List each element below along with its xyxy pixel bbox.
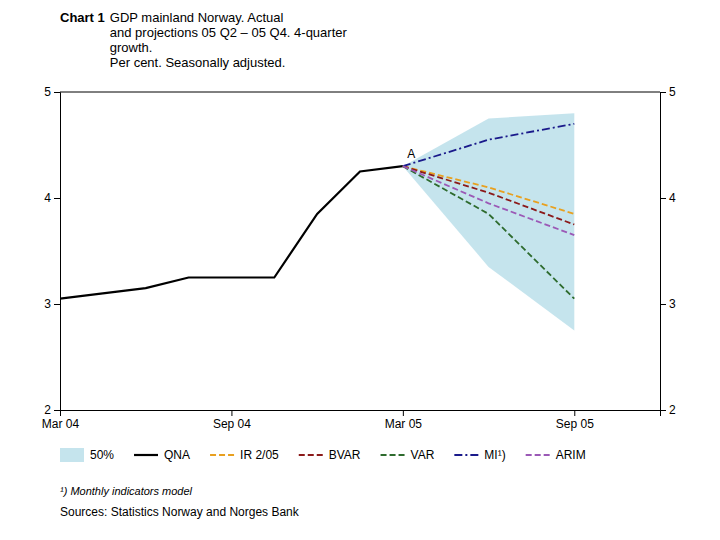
x-tick-label: Sep 05: [556, 417, 594, 431]
legend-swatch: [454, 454, 478, 456]
subtitle: GDP mainland Norway. Actualand projectio…: [110, 10, 348, 70]
y-right-tick-label: 5: [669, 85, 676, 99]
x-tick-label: Sep 04: [213, 417, 251, 431]
y-tick-mark: [54, 92, 60, 93]
annotation: A: [407, 147, 415, 161]
legend-swatch: [60, 448, 84, 462]
x-tick: Sep 05: [556, 410, 594, 431]
x-tick: Mar 05: [385, 410, 423, 431]
legend-item: MI¹): [454, 448, 505, 462]
y-right-tick-label: 3: [669, 297, 676, 311]
legend-swatch: [381, 454, 405, 456]
legend-label: MI¹): [484, 448, 505, 462]
chart: Chart 1 GDP mainland Norway. Actualand pr…: [0, 0, 720, 540]
y-right-tick-mark: [660, 198, 666, 199]
legend-swatch: [134, 454, 158, 456]
y-axis-right: 2 3 4 5: [660, 85, 676, 417]
x-tick-label: Mar 05: [385, 417, 423, 431]
y-right-axis-line: [661, 93, 667, 411]
x-tick-mark: [403, 410, 404, 416]
y-right-tick: 3: [660, 297, 676, 311]
y-tick-mark: [54, 304, 60, 305]
y-axis: 2 3 4 5: [44, 85, 60, 417]
legend-label: IR 2/05: [240, 448, 279, 462]
x-tick: Sep 04: [213, 410, 251, 431]
y-tick-mark: [54, 198, 60, 199]
y-right-tick-label: 2: [669, 403, 676, 417]
legend-swatch: [210, 454, 234, 456]
y-tick-label: 3: [44, 297, 51, 311]
top-rule: [60, 92, 660, 93]
y-tick: 3: [44, 297, 60, 311]
footnote: ¹) Monthly indicators model: [60, 485, 193, 497]
y-axis-line: [54, 93, 61, 411]
y-right-tick-mark: [660, 304, 666, 305]
legend-item: VAR: [381, 448, 435, 462]
x-tick-mark: [574, 410, 575, 416]
legend: 50% QNA IR 2/05 BVAR VAR MI¹) ARIM: [60, 448, 586, 462]
series-line: [403, 124, 574, 166]
y-tick: 5: [44, 85, 60, 99]
series-line: [403, 166, 574, 224]
legend-item: BVAR: [299, 448, 361, 462]
y-right-tick: 2: [660, 403, 676, 417]
x-axis: Mar 04 Sep 04 Mar 05 Sep 05: [42, 410, 661, 431]
legend-label: VAR: [411, 448, 435, 462]
legend-label: BVAR: [329, 448, 361, 462]
y-tick: 4: [44, 191, 60, 205]
legend-swatch: [299, 454, 323, 456]
y-tick: 2: [44, 403, 60, 417]
plot-area: [60, 113, 574, 330]
y-right-tick: 4: [660, 191, 676, 205]
series-line: [403, 166, 574, 299]
legend-swatch: [526, 454, 550, 456]
y-tick-mark: [54, 410, 60, 411]
y-tick-label: 4: [44, 191, 51, 205]
series-line: [403, 166, 574, 235]
x-tick-mark: [231, 410, 232, 416]
y-right-tick: 5: [660, 85, 676, 99]
x-axis-line: [61, 411, 661, 417]
legend-item: ARIM: [526, 448, 586, 462]
series-line: [60, 166, 403, 299]
y-tick-label: 2: [44, 403, 51, 417]
legend-label: ARIM: [556, 448, 586, 462]
y-tick-label: 5: [44, 85, 51, 99]
fan-area: [403, 113, 574, 330]
title: Chart 1: [60, 10, 105, 25]
legend-item: QNA: [134, 448, 190, 462]
y-right-tick-label: 4: [669, 191, 676, 205]
y-right-tick-mark: [660, 92, 666, 93]
series-line: [403, 166, 574, 214]
legend-item: IR 2/05: [210, 448, 279, 462]
legend-label: QNA: [164, 448, 190, 462]
legend-item: 50%: [60, 448, 114, 462]
x-tick-label: Mar 04: [42, 417, 80, 431]
y-right-tick-mark: [660, 410, 666, 411]
legend-label: 50%: [90, 448, 114, 462]
source: Sources: Statistics Norway and Norges Ba…: [60, 505, 300, 519]
